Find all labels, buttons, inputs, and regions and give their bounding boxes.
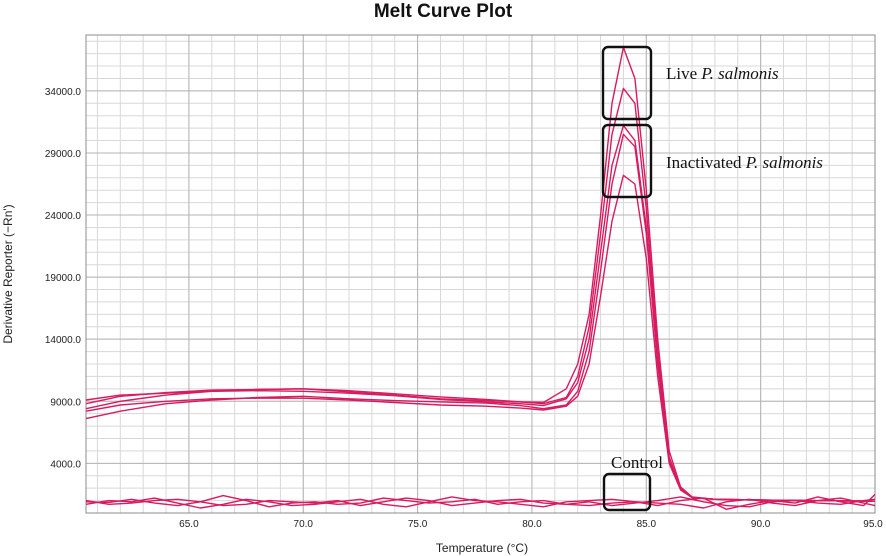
inactivated-peak-box [601,123,653,199]
y-tick-label: 34000.0 [45,87,82,98]
inactivated-annotation-prefix: Inactivated [666,153,746,172]
y-tick-label: 19000.0 [45,273,82,284]
y-tick-label: 9000.0 [50,397,81,408]
y-axis-title: Derivative Reporter (−Rn') [1,204,15,343]
plot-border [85,34,876,514]
series-layer [85,46,876,510]
x-tick-label: 80.0 [522,519,542,530]
x-tick-label: 70.0 [294,519,314,530]
y-tick-label: 29000.0 [45,149,82,160]
live-annotation-species: P. salmonis [700,64,779,83]
inactivated-annotation: Inactivated P. salmonis [666,153,823,172]
x-axis-title: Temperature (°C) [436,541,528,555]
melt-curve-series-5 [85,174,876,502]
y-tick-label: 24000.0 [45,211,82,222]
live-annotation-prefix: Live [666,64,701,83]
y-tick-label: 14000.0 [45,335,82,346]
control-annotation: Control [611,453,663,472]
live-peak-box [601,45,653,121]
x-tick-label: 65.0 [179,519,199,530]
x-tick-labels: 65.0 70.0 75.0 80.0 85.0 90.0 95.0 [179,519,883,530]
melt-curve-series-8 [85,496,876,508]
plot-background [86,35,875,513]
x-tick-label: 95.0 [863,519,883,530]
x-tick-label: 90.0 [751,519,771,530]
y-tick-labels: 4000.0 9000.0 14000.0 19000.0 24000.0 29000.0… [45,87,82,470]
y-tick-label: 4000.0 [50,459,81,470]
x-tick-label: 85.0 [637,519,657,530]
control-box [602,472,652,512]
chart-title: Melt Curve Plot [373,1,513,22]
live-annotation: Live P. salmonis [666,64,779,83]
x-tick-label: 75.0 [408,519,428,530]
inactivated-annotation-species: P. salmonis [745,153,824,172]
